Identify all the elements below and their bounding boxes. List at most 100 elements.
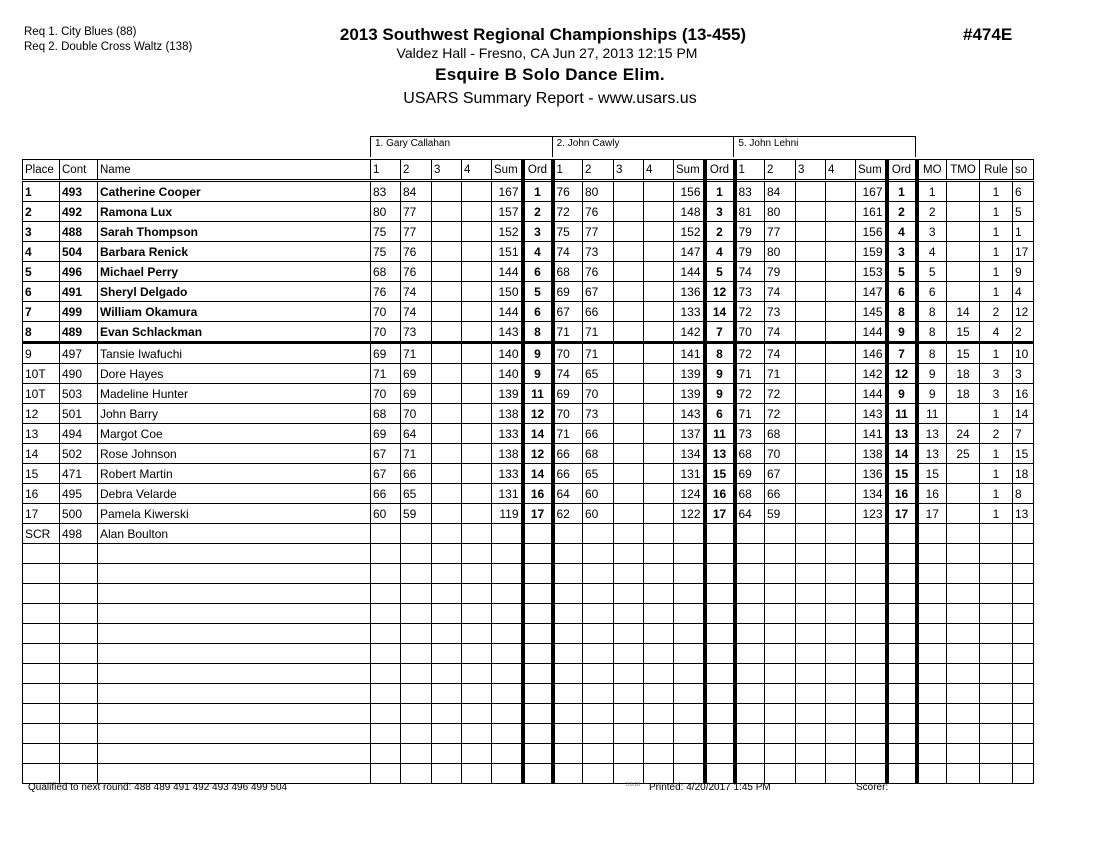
table-row: 4 504 Barbara Renick 75 76 151 4 74 73 147 4 79 80 15… xyxy=(22,241,1034,262)
ordinal-cell xyxy=(520,743,555,764)
score-cell xyxy=(400,663,432,684)
contestant-number-cell: 494 xyxy=(59,423,98,444)
score-cell xyxy=(916,543,947,564)
skater-name-cell xyxy=(97,723,371,744)
column-header: MO xyxy=(916,159,947,182)
score-cell xyxy=(1012,523,1034,544)
sum-cell: 138 xyxy=(491,443,523,464)
score-cell xyxy=(552,683,583,704)
skater-name-cell: Pamela Kiwerski xyxy=(97,503,371,524)
contestant-number-cell: 497 xyxy=(59,342,98,364)
sum-cell: 124 xyxy=(673,483,705,504)
score-cell xyxy=(1012,703,1034,724)
ordinal-cell: 14 xyxy=(702,301,737,322)
table-row: 1 493 Catherine Cooper 83 84 167 1 76 80 156 1 83 84… xyxy=(22,180,1034,202)
score-cell xyxy=(825,403,856,424)
score-cell: 73 xyxy=(582,241,614,262)
score-cell xyxy=(613,703,644,724)
score-cell xyxy=(764,563,796,584)
skater-name-cell: Sarah Thompson xyxy=(97,221,371,242)
score-cell: 71 xyxy=(582,321,614,344)
score-cell: 74 xyxy=(400,281,432,302)
score-cell xyxy=(370,603,401,624)
column-header: 1 xyxy=(552,159,583,182)
score-cell xyxy=(552,763,583,784)
score-cell xyxy=(825,523,856,544)
sum-cell: 161 xyxy=(855,201,887,222)
score-cell xyxy=(825,723,856,744)
score-cell: 60 xyxy=(370,503,401,524)
score-cell: 3 xyxy=(916,221,947,242)
score-cell: 1 xyxy=(979,261,1013,282)
skater-name-cell xyxy=(97,703,371,724)
sum-cell xyxy=(855,763,887,784)
score-cell: 77 xyxy=(400,221,432,242)
score-cell xyxy=(979,723,1013,744)
score-cell xyxy=(795,483,826,504)
ordinal-cell xyxy=(702,763,737,784)
score-cell xyxy=(764,523,796,544)
sum-cell xyxy=(855,723,887,744)
score-cell xyxy=(825,241,856,262)
sum-cell: 139 xyxy=(491,383,523,404)
ordinal-cell: 2 xyxy=(520,201,555,222)
score-cell xyxy=(461,703,492,724)
ordinal-cell xyxy=(702,743,737,764)
ordinal-cell: 4 xyxy=(884,221,919,242)
score-cell: 25 xyxy=(946,443,980,464)
sum-cell: 137 xyxy=(673,423,705,444)
score-cell xyxy=(825,583,856,604)
score-cell xyxy=(431,443,462,464)
score-cell xyxy=(1012,683,1034,704)
sum-cell: 123 xyxy=(855,503,887,524)
score-cell xyxy=(795,180,826,202)
ordinal-cell xyxy=(884,523,919,544)
score-cell xyxy=(582,563,614,584)
sum-cell xyxy=(491,603,523,624)
score-cell xyxy=(979,683,1013,704)
score-cell xyxy=(582,663,614,684)
score-cell: 67 xyxy=(582,281,614,302)
ordinal-cell: 5 xyxy=(520,281,555,302)
score-cell: 67 xyxy=(764,463,796,484)
report-title: USARS Summary Report - www.usars.us xyxy=(403,90,697,107)
ordinal-cell: 13 xyxy=(702,443,737,464)
column-header: Sum xyxy=(855,159,887,182)
sum-cell xyxy=(855,743,887,764)
score-cell xyxy=(552,703,583,724)
column-header: 2 xyxy=(400,159,432,182)
ordinal-cell: 11 xyxy=(884,403,919,424)
score-cell: 72 xyxy=(734,301,765,322)
sum-cell: 153 xyxy=(855,261,887,282)
score-cell xyxy=(825,483,856,504)
sum-cell: 133 xyxy=(673,301,705,322)
score-cell xyxy=(370,523,401,544)
sum-cell: 142 xyxy=(855,363,887,384)
skater-name-cell: Margot Coe xyxy=(97,423,371,444)
score-cell xyxy=(613,743,644,764)
score-cell: 13 xyxy=(916,443,947,464)
place-cell: 8 xyxy=(22,321,60,344)
contestant-number-cell xyxy=(59,743,98,764)
score-cell: 72 xyxy=(734,383,765,404)
score-cell xyxy=(946,221,980,242)
table-row: 6 491 Sheryl Delgado 76 74 150 5 69 67 136 12 73 74 1… xyxy=(22,281,1034,302)
score-cell xyxy=(461,241,492,262)
event-title: Esquire B Solo Dance Elim. xyxy=(435,65,665,84)
score-cell xyxy=(825,201,856,222)
score-cell xyxy=(582,683,614,704)
score-cell xyxy=(431,723,462,744)
score-cell xyxy=(825,261,856,282)
score-cell xyxy=(764,643,796,664)
score-cell: 15 xyxy=(916,463,947,484)
score-cell xyxy=(431,683,462,704)
sum-cell: 152 xyxy=(673,221,705,242)
score-cell xyxy=(795,603,826,624)
contestant-number-cell xyxy=(59,683,98,704)
contestant-number-cell xyxy=(59,763,98,784)
score-cell xyxy=(613,423,644,444)
score-cell: 83 xyxy=(370,180,401,202)
ordinal-cell xyxy=(884,703,919,724)
score-cell xyxy=(916,723,947,744)
score-cell xyxy=(613,443,644,464)
